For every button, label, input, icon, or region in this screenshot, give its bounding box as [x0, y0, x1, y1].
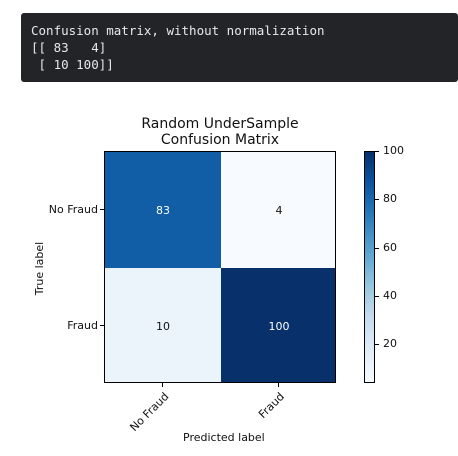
- matrix-cell: 83: [105, 152, 221, 268]
- x-axis-title: Predicted label: [183, 431, 265, 444]
- matrix-cell: 4: [221, 152, 335, 268]
- console-line: [ 10 100]]: [31, 57, 114, 72]
- matrix-cell: 100: [221, 268, 335, 382]
- y-tick-mark: [100, 325, 104, 326]
- y-axis-title: True label: [33, 241, 47, 296]
- x-tick-label: Fraud: [256, 390, 288, 421]
- colorbar-tick-mark: [375, 151, 379, 152]
- colorbar-tick-label: 40: [383, 289, 397, 302]
- x-tick-mark: [162, 383, 163, 387]
- colorbar-tick-mark: [375, 248, 379, 249]
- chart-title-line2: Confusion Matrix: [160, 132, 280, 148]
- console-line: [[ 83 4]: [31, 40, 107, 55]
- y-tick-label: Fraud: [67, 319, 98, 332]
- chart-title-line1: Random UnderSample: [141, 116, 299, 132]
- y-tick-mark: [100, 209, 104, 210]
- console-output: Confusion matrix, without normalization …: [21, 13, 458, 82]
- colorbar-tick-label: 60: [383, 241, 397, 254]
- colorbar-tick-mark: [375, 199, 379, 200]
- colorbar-tick-label: 80: [383, 192, 397, 205]
- x-tick-label: No Fraud: [127, 390, 172, 434]
- colorbar-tick-label: 100: [383, 144, 404, 157]
- matrix-cell: 10: [105, 268, 221, 382]
- confusion-matrix-heatmap: 83 4 10 100: [104, 151, 336, 383]
- y-tick-label: No Fraud: [48, 203, 98, 216]
- colorbar: [364, 151, 375, 383]
- colorbar-tick-label: 20: [383, 337, 397, 350]
- colorbar-tick-mark: [375, 296, 379, 297]
- colorbar-tick-mark: [375, 344, 379, 345]
- x-tick-mark: [278, 383, 279, 387]
- console-line: Confusion matrix, without normalization: [31, 23, 325, 38]
